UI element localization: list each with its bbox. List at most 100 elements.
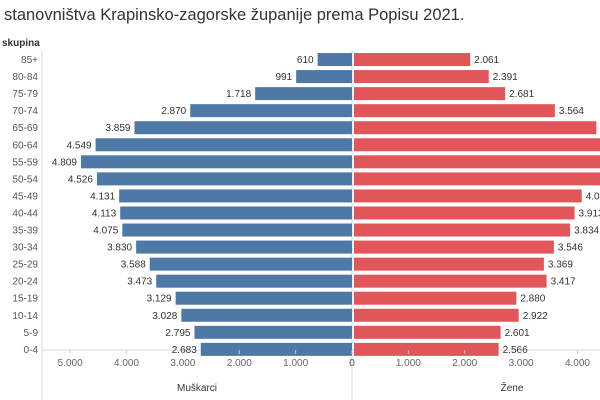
male-bar	[317, 53, 352, 67]
female-bar	[354, 104, 555, 118]
male-bar	[96, 172, 352, 186]
male-bar	[296, 70, 352, 84]
male-value-label: 3.129	[147, 294, 172, 305]
age-group-label: 5-9	[24, 328, 39, 339]
female-axis-tick-label: 1.000	[396, 358, 421, 369]
male-axis-tick-label: 4.000	[114, 358, 139, 369]
male-bar	[190, 104, 352, 118]
male-value-label: 1.718	[226, 89, 251, 100]
age-group-label: 55-59	[12, 157, 38, 168]
male-value-label: 4.131	[90, 191, 115, 202]
female-axis-tick-label: 4.000	[565, 358, 590, 369]
male-bar	[136, 240, 352, 254]
male-bar	[122, 223, 353, 237]
male-value-label: 991	[275, 72, 292, 83]
female-value-label: 2.391	[493, 72, 518, 83]
female-bar	[354, 325, 501, 339]
female-value-label: 4.04	[586, 191, 600, 202]
age-group-label: 25-29	[12, 260, 38, 271]
female-value-label: 3.546	[558, 243, 583, 254]
male-value-label: 3.830	[107, 243, 132, 254]
male-value-label: 4.113	[92, 208, 117, 219]
female-value-label: 3.913	[579, 208, 600, 219]
female-value-label: 3.834	[574, 226, 599, 237]
male-axis-tick-label: 2.000	[227, 358, 252, 369]
male-value-label: 3.028	[152, 311, 177, 322]
male-bar	[175, 291, 352, 305]
male-bar	[134, 121, 352, 135]
male-value-label: 3.859	[105, 123, 130, 134]
male-bar	[156, 274, 352, 288]
female-bar	[354, 274, 547, 288]
female-bar	[354, 53, 471, 67]
male-value-label: 3.588	[121, 260, 146, 271]
male-axis-title: Muškarci	[177, 383, 217, 394]
female-bar	[354, 121, 597, 135]
female-axis-tick-label: 3.000	[509, 358, 534, 369]
age-group-label: 30-34	[12, 243, 38, 254]
female-value-label: 2.922	[523, 311, 548, 322]
female-value-label: 2.601	[505, 328, 530, 339]
row-header: skupina	[2, 38, 40, 49]
male-bar	[120, 206, 352, 220]
male-bar	[95, 138, 353, 152]
male-axis-tick-label: 5.000	[58, 358, 83, 369]
male-bar	[194, 325, 352, 339]
age-group-label: 50-54	[12, 174, 38, 185]
female-bar	[354, 291, 517, 305]
age-group-label: 45-49	[12, 191, 38, 202]
age-group-label: 75-79	[12, 89, 38, 100]
age-group-label: 35-39	[12, 226, 38, 237]
male-value-label: 2.870	[161, 106, 186, 117]
female-value-label: 3.417	[551, 277, 576, 288]
age-group-label: 70-74	[12, 106, 38, 117]
age-group-label: 65-69	[12, 123, 38, 134]
male-value-label: 4.075	[93, 226, 118, 237]
female-axis-tick-label: 0	[349, 358, 355, 369]
female-bar	[354, 172, 600, 186]
age-group-label: 15-19	[12, 294, 38, 305]
male-bar	[255, 87, 352, 101]
age-group-label: 10-14	[12, 311, 38, 322]
male-axis-tick-label: 0	[349, 358, 355, 369]
age-group-label: 0-4	[24, 345, 39, 356]
male-value-label: 4.526	[68, 174, 93, 185]
female-bar	[354, 342, 499, 356]
age-group-label: 80-84	[12, 72, 38, 83]
female-bar	[354, 189, 582, 203]
female-bar	[354, 87, 506, 101]
female-bar	[354, 257, 544, 271]
age-group-label: 40-44	[12, 208, 38, 219]
female-bar	[354, 308, 519, 322]
male-value-label: 4.549	[67, 140, 92, 151]
age-group-label: 20-24	[12, 277, 38, 288]
female-bar	[354, 206, 575, 220]
female-bar	[354, 223, 571, 237]
female-bar	[354, 138, 600, 152]
female-value-label: 2.061	[474, 55, 499, 66]
female-value-label: 2.566	[503, 345, 528, 356]
female-value-label: 2.880	[520, 294, 545, 305]
male-axis-tick-label: 1.000	[283, 358, 308, 369]
female-value-label: 3.369	[548, 260, 573, 271]
male-bar	[200, 342, 352, 356]
age-group-label: 60-64	[12, 140, 38, 151]
male-value-label: 610	[297, 55, 314, 66]
male-bar	[80, 155, 353, 169]
male-value-label: 2.683	[172, 345, 197, 356]
male-value-label: 4.809	[52, 157, 77, 168]
female-axis-tick-label: 2.000	[452, 358, 477, 369]
male-bar	[149, 257, 352, 271]
chart-title: stanovništva Krapinsko-zagorske županije…	[4, 6, 465, 24]
male-bar	[181, 308, 352, 322]
female-bar	[354, 240, 554, 254]
female-value-label: 2.681	[509, 89, 534, 100]
male-axis-tick-label: 3.000	[170, 358, 195, 369]
male-value-label: 3.473	[127, 277, 152, 288]
age-group-label: 85+	[21, 55, 38, 66]
female-axis-title: Žene	[501, 381, 524, 394]
female-bar	[354, 155, 600, 169]
female-bar	[354, 70, 489, 84]
male-bar	[119, 189, 352, 203]
